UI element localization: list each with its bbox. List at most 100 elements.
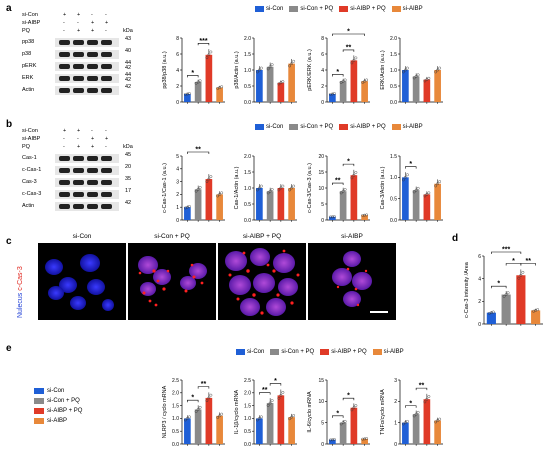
bar-2 [277,395,285,444]
chart-erk-actin: ERK/Actin (a.u.) 0.0 0.5 1.0 1.5 2.0 [380,36,443,106]
data-point [207,177,211,181]
sig-bracket [269,383,282,386]
data-point [207,396,211,400]
blot-b-kda-value: 20 [125,164,132,170]
blot-b-condition-mark: + [77,144,81,150]
data-point [268,65,272,69]
y-tick-label: 10 [318,186,324,192]
blot-b-condition-label: si-Con [22,128,38,134]
bar-1 [412,190,420,220]
data-point [198,405,202,409]
blot-a-band [101,40,112,45]
micro-svg-1 [45,254,114,311]
data-point [205,399,209,403]
blot-a-kda-label: kDa [123,28,133,34]
blot-b-band [101,204,112,209]
blot-b-row-label: c-Cas-1 [22,167,42,173]
blot-b-band [59,180,70,185]
blot-b-condition-mark: - [77,136,79,142]
blot-a-condition-mark: - [105,12,107,18]
micro-svg-4 [332,251,388,313]
micro-image-si-aibp-pq [218,243,306,320]
blot-a-band [87,76,98,81]
data-point [517,276,521,280]
legend-swatch [391,124,401,130]
y-tick-label: 4 [478,276,481,282]
sig-marker: * [191,70,194,77]
bar-1 [266,66,274,102]
blot-a-condition-label: PQ [22,28,30,34]
y-tick-label: 1.0 [244,416,251,422]
legend-top-item-0: si-Con [255,6,283,12]
sig-bracket [187,399,199,403]
blot-a-band [73,52,84,57]
data-point [414,75,418,78]
data-point [194,189,198,193]
blot-a-blot-strip [55,50,119,59]
blot-a-band [101,76,112,81]
blot-a-band [59,76,70,81]
data-point [434,70,438,74]
blot-a-band [87,88,98,93]
data-point [414,412,418,416]
legend-e-vertical-item-0: si-Con [34,386,82,396]
data-point [330,92,334,96]
data-point [401,422,405,426]
blot-a-blot-strip [55,62,119,71]
sig-marker: * [409,161,412,168]
micro-title-4: si-AIBP [341,233,363,240]
data-point [220,85,224,89]
blot-a-band [87,40,98,45]
data-point [216,194,220,198]
legend-swatch [236,349,245,355]
bar-0 [184,207,191,220]
sig-marker: * [409,400,412,407]
data-point [401,178,405,182]
data-point [292,414,296,417]
legend-e-vertical-item-1: si-Con + PQ [34,396,82,406]
data-point [209,393,213,397]
y-tick-label: 0.0 [244,218,251,224]
micro-title-2: si-Con + PQ [154,233,190,240]
bar-3 [361,438,368,444]
y-tick-label: 0 [321,100,324,106]
legend-label: si-Con [247,349,265,355]
y-tick-label: 2.0 [244,391,251,397]
bar-3 [216,87,223,102]
blot-b-kda-value: 42 [125,200,132,206]
legend-label: si-Con + PQ [281,349,315,355]
data-point [365,78,369,82]
y-tick-label: 2.0 [244,36,251,42]
bar-2 [205,179,213,220]
blot-a-kda-value: 44 42 [125,72,132,83]
legend-label: si-AIBP + PQ [47,408,83,414]
legend-b-item-1: si-Con + PQ [289,124,333,130]
data-point [281,184,285,188]
y-tick-label: 0 [321,218,324,224]
y-tick-label: 0.0 [244,442,251,448]
data-point [427,191,431,195]
data-point [268,401,272,405]
bar-0 [402,70,409,102]
micro-side-label-ccas3: c-Cas-3 [17,266,24,291]
sig-bracket [405,166,417,169]
blot-a-condition-mark: - [63,20,65,26]
legend-b-item-3: si-AIBP [391,124,423,130]
blot-b-row-label: c-Cas-3 [22,191,42,197]
data-point [343,188,347,191]
bar-1 [501,294,511,324]
data-point [288,417,292,421]
blot-b-band [73,204,84,209]
data-point [328,93,332,96]
y-tick-label: 4 [176,68,179,74]
blot-b-band [87,156,98,161]
data-point [290,62,294,65]
blot-b-condition-mark: + [77,128,81,134]
blot-b-band [73,156,84,161]
axis-ylabel: Cas-1/Actin (a.u.) [234,166,240,209]
blot-a-row-label: ERK [22,75,34,81]
y-tick-label: 1.0 [244,68,251,74]
data-point [350,61,354,65]
data-point [257,186,261,190]
